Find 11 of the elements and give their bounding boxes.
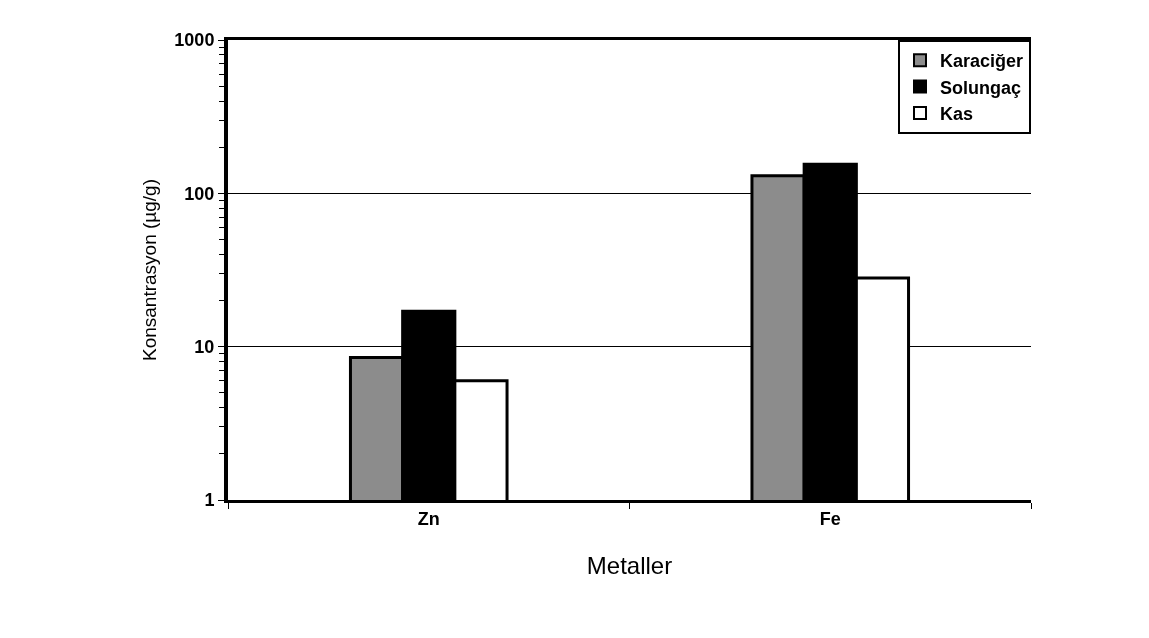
y-tick-label: 10 xyxy=(194,336,215,357)
y-tick-label: 100 xyxy=(184,183,215,204)
legend-label: Karaciğer xyxy=(940,51,1024,72)
y-tick-label: 1 xyxy=(204,490,215,511)
legend-label: Kas xyxy=(940,104,974,125)
y-axis-title: Konsantrasyon (µg/g) xyxy=(138,178,160,362)
x-tick-label: Zn xyxy=(417,508,440,529)
x-axis-title: Metaller xyxy=(586,551,673,579)
x-tick-label: Fe xyxy=(819,508,841,529)
y-tick-label: 1000 xyxy=(174,30,215,51)
legend-label: Solungaç xyxy=(940,77,1022,98)
